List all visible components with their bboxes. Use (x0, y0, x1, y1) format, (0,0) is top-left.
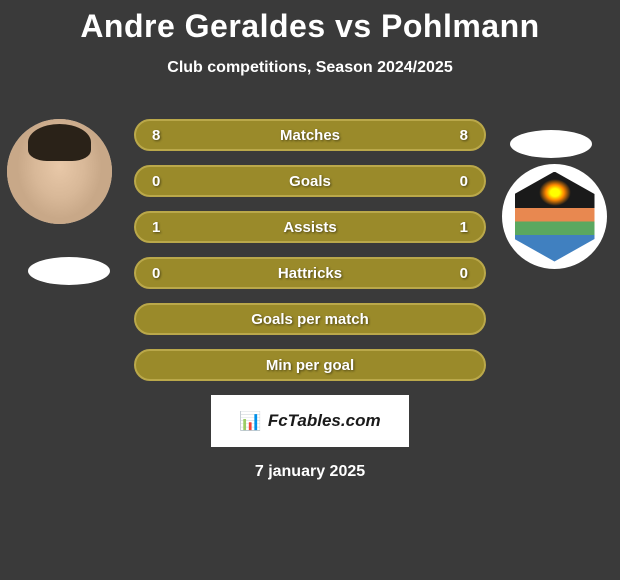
stat-row-goals-per-match: Goals per match (134, 303, 486, 335)
main-container: Andre Geraldes vs Pohlmann Club competit… (0, 0, 620, 580)
flag-oval-right (510, 130, 592, 158)
stat-value-right: 8 (460, 127, 468, 144)
stat-value-right: 1 (460, 219, 468, 236)
stat-row-min-per-goal: Min per goal (134, 349, 486, 381)
comparison-area: 8 Matches 8 0 Goals 0 1 Assists 1 0 Hatt… (0, 119, 620, 381)
stat-value-left: 0 (152, 265, 160, 282)
stat-label: Hattricks (278, 265, 342, 282)
watermark-box: 📊 FcTables.com (211, 395, 409, 447)
stat-label: Goals (289, 173, 331, 190)
date-text: 7 january 2025 (0, 463, 620, 481)
stat-row-matches: 8 Matches 8 (134, 119, 486, 151)
comparison-title: Andre Geraldes vs Pohlmann (0, 8, 620, 45)
chart-icon: 📊 (239, 411, 261, 432)
stat-label: Matches (280, 127, 340, 144)
stat-value-left: 8 (152, 127, 160, 144)
stat-value-left: 1 (152, 219, 160, 236)
stat-value-left: 0 (152, 173, 160, 190)
club-badge-right (502, 164, 607, 269)
stat-row-hattricks: 0 Hattricks 0 (134, 257, 486, 289)
stat-row-assists: 1 Assists 1 (134, 211, 486, 243)
flag-oval-left (28, 257, 110, 285)
stat-value-right: 0 (460, 173, 468, 190)
stats-column: 8 Matches 8 0 Goals 0 1 Assists 1 0 Hatt… (134, 119, 486, 381)
avatar-face-icon (7, 119, 112, 224)
badge-shield-icon (515, 172, 595, 262)
stat-label: Assists (283, 219, 336, 236)
stat-value-right: 0 (460, 265, 468, 282)
comparison-subtitle: Club competitions, Season 2024/2025 (0, 59, 620, 77)
stat-label: Min per goal (266, 357, 354, 374)
stat-row-goals: 0 Goals 0 (134, 165, 486, 197)
player-avatar-left (7, 119, 112, 224)
stat-label: Goals per match (251, 311, 369, 328)
watermark-text: FcTables.com (268, 411, 381, 431)
